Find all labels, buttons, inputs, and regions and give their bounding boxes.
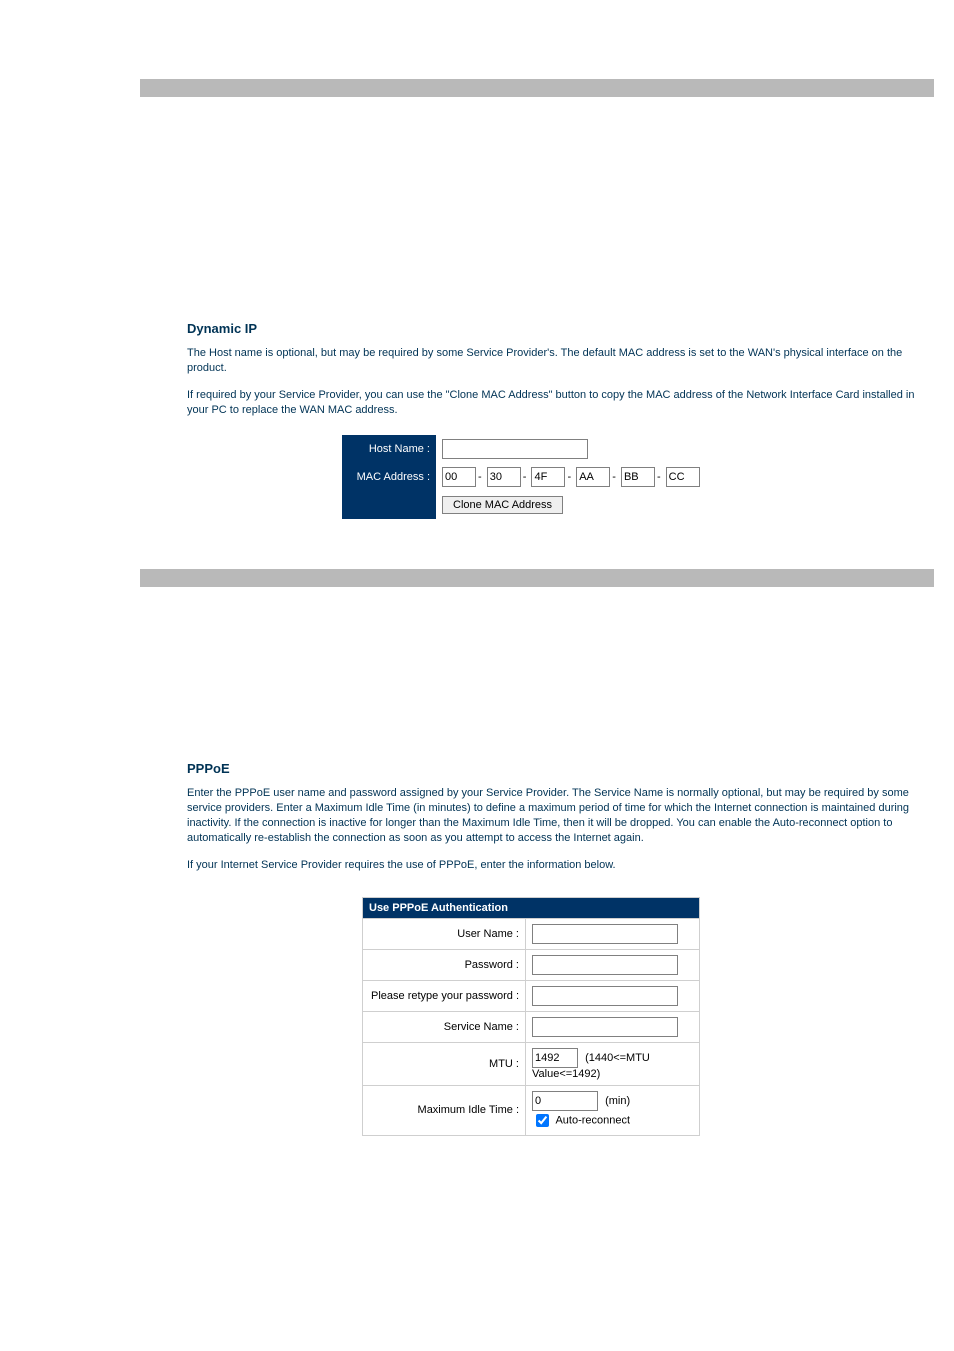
mac-octet-4[interactable]	[621, 467, 655, 487]
retype-password-label: Please retype your password :	[363, 980, 526, 1011]
pppoe-table-header: Use PPPoE Authentication	[363, 897, 700, 918]
mac-octet-5[interactable]	[666, 467, 700, 487]
dynamic-ip-form: Host Name : MAC Address : - - - - -	[342, 435, 706, 519]
pppoe-section: PPPoE Enter the PPPoE user name and pass…	[187, 761, 934, 1135]
mtu-input[interactable]	[532, 1048, 578, 1068]
user-name-input[interactable]	[532, 924, 678, 944]
idle-unit: (min)	[605, 1095, 630, 1107]
service-name-label: Service Name :	[363, 1011, 526, 1042]
mac-separator: -	[657, 471, 661, 483]
clone-mac-button[interactable]: Clone MAC Address	[442, 496, 563, 514]
mac-separator: -	[523, 471, 527, 483]
mac-separator: -	[567, 471, 571, 483]
dynamic-ip-desc-1: The Host name is optional, but may be re…	[187, 346, 934, 376]
dynamic-ip-desc-2: If required by your Service Provider, yo…	[187, 388, 934, 418]
idle-time-label: Maximum Idle Time :	[363, 1085, 526, 1135]
mac-octet-3[interactable]	[576, 467, 610, 487]
pppoe-desc-2: If your Internet Service Provider requir…	[187, 858, 934, 873]
page-title-dynamic-ip: Dynamic IP	[187, 321, 934, 336]
mtu-label: MTU :	[363, 1042, 526, 1085]
retype-password-input[interactable]	[532, 986, 678, 1006]
password-input[interactable]	[532, 955, 678, 975]
mac-octet-0[interactable]	[442, 467, 476, 487]
service-name-input[interactable]	[532, 1017, 678, 1037]
mac-separator: -	[478, 471, 482, 483]
host-name-input[interactable]	[442, 439, 588, 459]
mac-address-value: - - - - -	[436, 463, 706, 491]
mac-octet-2[interactable]	[531, 467, 565, 487]
mac-separator: -	[612, 471, 616, 483]
section-divider-mid	[140, 569, 934, 587]
auto-reconnect-label: Auto-reconnect	[555, 1114, 630, 1126]
pppoe-desc-1: Enter the PPPoE user name and password a…	[187, 786, 934, 845]
mac-address-label: MAC Address :	[342, 463, 436, 491]
auto-reconnect-checkbox[interactable]	[536, 1114, 549, 1127]
section-divider-top	[140, 79, 934, 97]
page-title-pppoe: PPPoE	[187, 761, 934, 776]
dynamic-ip-section: Dynamic IP The Host name is optional, bu…	[187, 321, 934, 519]
user-name-label: User Name :	[363, 918, 526, 949]
password-label: Password :	[363, 949, 526, 980]
empty-label	[342, 491, 436, 519]
host-name-label: Host Name :	[342, 435, 436, 463]
mac-octet-1[interactable]	[487, 467, 521, 487]
idle-time-input[interactable]	[532, 1091, 598, 1111]
pppoe-form: Use PPPoE Authentication User Name : Pas…	[362, 897, 700, 1136]
